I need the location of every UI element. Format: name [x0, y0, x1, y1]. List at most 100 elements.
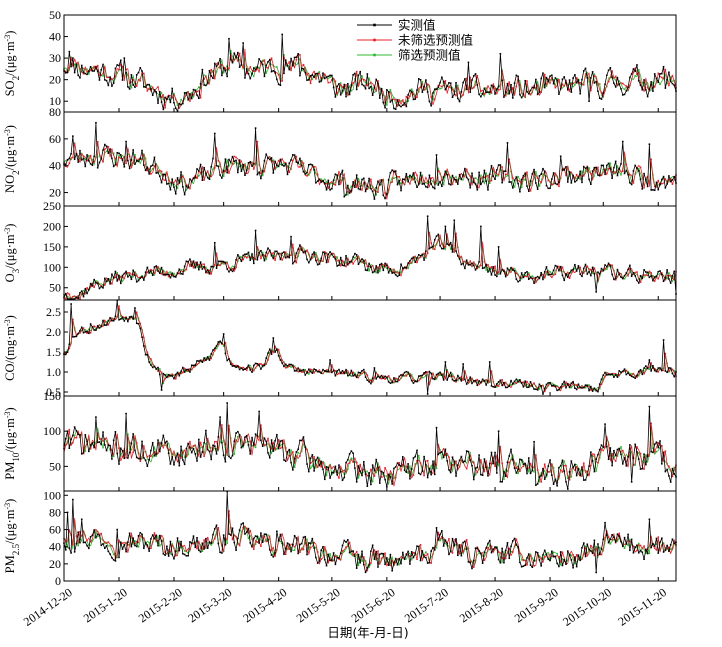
data-point: [293, 253, 296, 256]
data-point: [233, 162, 236, 165]
data-point: [284, 366, 287, 369]
data-point: [666, 180, 668, 182]
data-point: [171, 274, 174, 277]
data-point: [432, 92, 434, 94]
data-point: [238, 66, 241, 68]
data-point: [192, 366, 195, 368]
data-point: [425, 556, 427, 559]
data-point: [281, 163, 283, 166]
data-point: [611, 273, 613, 276]
data-point: [274, 250, 276, 253]
data-point: [267, 437, 269, 440]
data-point: [272, 556, 275, 558]
data-point: [279, 84, 282, 87]
data-point: [497, 551, 500, 553]
data-point: [398, 274, 401, 276]
data-point: [645, 271, 647, 273]
data-point: [591, 266, 594, 269]
data-point: [526, 185, 528, 187]
data-point: [387, 179, 390, 181]
data-point: [453, 219, 456, 222]
data-point: [657, 371, 660, 373]
ytick-label-so2: 20: [49, 73, 61, 87]
data-point: [671, 372, 674, 375]
data-point: [469, 175, 472, 177]
data-point: [607, 167, 610, 170]
data-point: [279, 533, 282, 536]
data-point: [322, 179, 324, 182]
data-point: [270, 157, 273, 159]
data-point: [520, 178, 523, 181]
data-point: [566, 89, 569, 91]
data-point: [215, 267, 218, 269]
data-point: [82, 72, 85, 75]
data-point: [616, 76, 619, 79]
data-point: [579, 174, 582, 176]
data-point: [451, 251, 454, 253]
data-point: [630, 183, 633, 186]
data-point: [135, 545, 138, 548]
data-point: [256, 66, 259, 68]
data-point: [606, 265, 608, 268]
data-point: [664, 278, 667, 281]
data-point: [261, 251, 264, 254]
data-point: [561, 385, 564, 388]
data-point: [164, 554, 166, 556]
data-point: [347, 263, 349, 266]
data-point: [143, 154, 145, 156]
data-point: [88, 160, 90, 162]
data-point: [613, 82, 615, 85]
data-point: [64, 165, 67, 168]
data-point: [233, 453, 236, 455]
data-point: [222, 169, 225, 172]
data-point: [104, 79, 106, 81]
data-point: [394, 377, 397, 380]
data-point: [494, 386, 496, 388]
data-point: [666, 544, 668, 547]
data-point: [378, 553, 381, 556]
data-point: [297, 367, 299, 369]
data-point: [590, 389, 592, 391]
data-point: [423, 556, 425, 558]
data-point: [417, 78, 420, 80]
data-point: [277, 348, 280, 351]
data-point: [228, 37, 230, 40]
data-point: [217, 526, 220, 529]
data-point: [288, 68, 291, 71]
data-point: [338, 183, 340, 186]
data-point: [304, 374, 307, 376]
data-point: [382, 552, 385, 555]
data-point: [233, 534, 236, 537]
data-point: [75, 152, 78, 155]
data-point: [641, 177, 644, 179]
data-point: [364, 473, 367, 475]
data-point: [389, 382, 392, 384]
data-point: [510, 181, 512, 183]
data-point: [405, 471, 408, 473]
data-point: [382, 473, 385, 476]
data-point: [469, 560, 472, 563]
data-point: [281, 439, 283, 442]
data-point: [268, 446, 271, 448]
data-point: [623, 156, 626, 159]
data-point: [462, 175, 464, 178]
data-point: [671, 275, 674, 277]
data-point: [485, 269, 487, 271]
data-point: [572, 380, 574, 383]
data-point: [632, 68, 635, 70]
data-point: [483, 87, 486, 90]
data-point: [398, 379, 401, 382]
data-point: [306, 448, 308, 451]
data-point: [391, 272, 393, 274]
data-point: [618, 273, 621, 276]
data-point: [449, 462, 452, 465]
data-point: [338, 557, 340, 559]
data-point: [316, 370, 319, 373]
data-point: [228, 455, 230, 458]
data-point: [402, 556, 404, 559]
data-point: [668, 278, 670, 280]
data-point: [261, 59, 264, 62]
data-point: [176, 104, 179, 107]
data-point: [650, 546, 652, 549]
data-point: [150, 88, 152, 90]
